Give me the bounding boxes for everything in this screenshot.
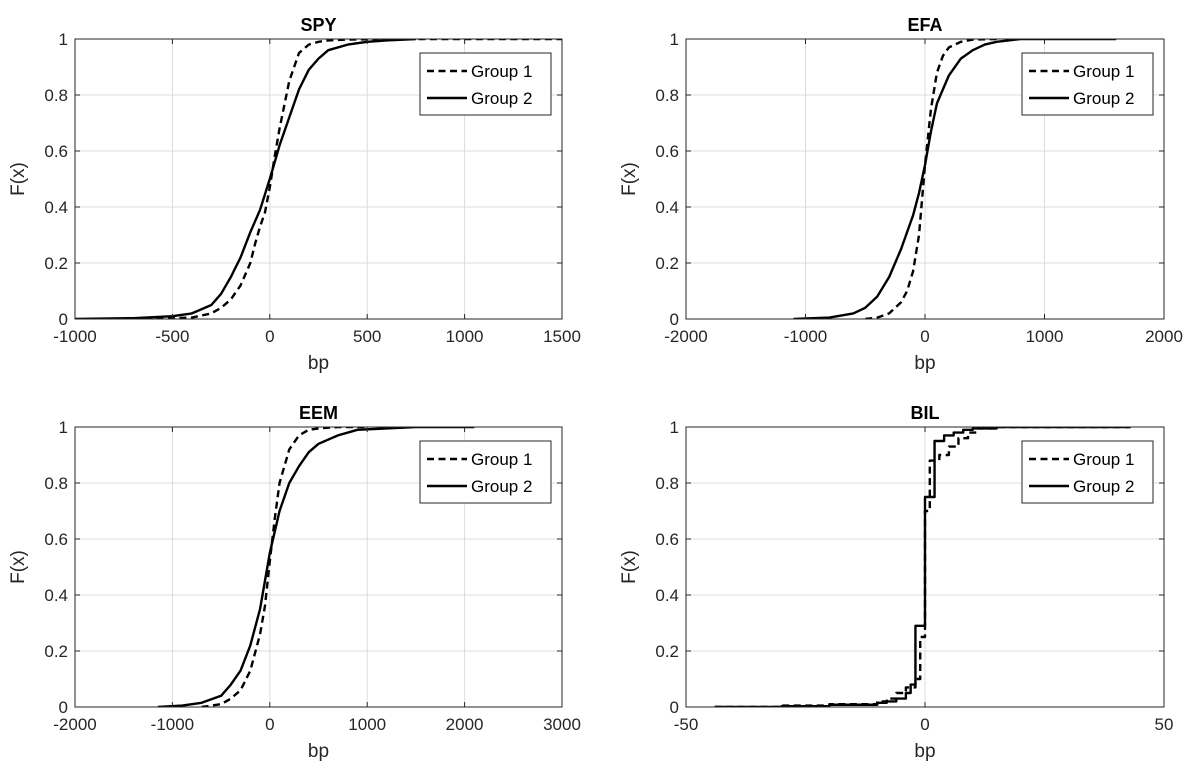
- series-line-2: [714, 427, 1131, 707]
- y-tick-label: 0.6: [44, 142, 68, 161]
- legend-label-2: Group 2: [1073, 89, 1134, 108]
- x-tick-label: -1000: [784, 327, 827, 346]
- x-tick-label: 2000: [446, 715, 484, 734]
- x-tick-label: -50: [674, 715, 699, 734]
- y-tick-label: 0.6: [655, 142, 679, 161]
- y-tick-label: 0.2: [655, 254, 679, 273]
- series-line-2: [157, 427, 475, 707]
- y-tick-label: 0.6: [44, 530, 68, 549]
- y-tick-label: 0.4: [655, 198, 679, 217]
- axes-frame: [74, 426, 563, 708]
- y-tick-label: 0: [670, 310, 679, 329]
- legend: Group 1 Group 2: [419, 52, 552, 116]
- chart-panel-efa: -2000 -1000 0 1000 2000 0 0.2 0.4 0.6 0.8 1 EFA bp F(…: [619, 15, 1183, 374]
- axes-frame: [74, 38, 563, 320]
- series-line-2: [75, 39, 416, 319]
- x-tick-label: 50: [1155, 715, 1174, 734]
- series-line-2: [793, 39, 1117, 319]
- legend: Group 1 Group 2: [1021, 52, 1154, 116]
- x-axis-label: bp: [914, 353, 935, 374]
- x-tick-label: 1000: [1026, 327, 1064, 346]
- chart-panel-eem: -2000 -1000 0 1000 2000 3000 0 0.2 0.4 0.6 0.8 1 EEM…: [8, 403, 581, 762]
- x-axis-label: bp: [308, 353, 329, 374]
- x-axis-label: bp: [914, 741, 935, 762]
- legend-label-1: Group 1: [1073, 450, 1134, 469]
- y-tick-label: 0.4: [44, 198, 68, 217]
- x-tick-label: 1500: [543, 327, 581, 346]
- chart-title: EEM: [299, 403, 338, 423]
- y-tick-label: 0.2: [44, 254, 68, 273]
- y-axis-label: F(x): [8, 550, 29, 584]
- x-tick-label: -2000: [53, 715, 96, 734]
- y-tick-label: 1: [670, 30, 679, 49]
- chart-title: SPY: [300, 15, 336, 35]
- y-tick-label: 0.8: [655, 474, 679, 493]
- x-tick-label: 0: [265, 327, 274, 346]
- chart-title: EFA: [907, 15, 942, 35]
- legend-label-1: Group 1: [471, 450, 532, 469]
- legend-label-2: Group 2: [471, 477, 532, 496]
- y-axis-label: F(x): [619, 162, 640, 196]
- y-tick-label: 0.4: [44, 586, 68, 605]
- legend-label-2: Group 2: [1073, 477, 1134, 496]
- x-tick-label: -1000: [151, 715, 194, 734]
- y-axis-label: F(x): [8, 162, 29, 196]
- legend-label-1: Group 1: [1073, 62, 1134, 81]
- x-tick-label: -1000: [53, 327, 96, 346]
- y-tick-label: 1: [59, 30, 68, 49]
- x-axis-label: bp: [308, 741, 329, 762]
- x-tick-label: 0: [920, 327, 929, 346]
- y-tick-label: 0.6: [655, 530, 679, 549]
- chart-title: BIL: [911, 403, 940, 423]
- y-tick-label: 0: [59, 310, 68, 329]
- x-tick-label: 1000: [446, 327, 484, 346]
- x-tick-label: 1000: [348, 715, 386, 734]
- y-tick-label: 0: [670, 698, 679, 717]
- y-tick-label: 0: [59, 698, 68, 717]
- y-tick-label: 0.2: [44, 642, 68, 661]
- legend-label-2: Group 2: [471, 89, 532, 108]
- legend-box: [419, 52, 552, 116]
- chart-panel-spy: -1000 -500 0 500 1000 1500 0 0.2 0.4 0.6 0.8 1 SPY bp…: [8, 15, 581, 374]
- x-tick-label: -2000: [664, 327, 707, 346]
- legend: Group 1 Group 2: [419, 440, 552, 504]
- x-tick-label: 2000: [1145, 327, 1183, 346]
- y-tick-label: 1: [59, 418, 68, 437]
- x-tick-label: 3000: [543, 715, 581, 734]
- legend-label-1: Group 1: [471, 62, 532, 81]
- x-tick-label: 0: [920, 715, 929, 734]
- y-tick-label: 0.8: [655, 86, 679, 105]
- x-tick-label: 0: [265, 715, 274, 734]
- y-tick-label: 0.8: [44, 474, 68, 493]
- legend: Group 1 Group 2: [1021, 440, 1154, 504]
- y-tick-label: 1: [670, 418, 679, 437]
- y-tick-label: 0.2: [655, 642, 679, 661]
- y-axis-label: F(x): [619, 550, 640, 584]
- legend-box: [1021, 440, 1154, 504]
- series-line-1: [865, 39, 997, 319]
- legend-box: [419, 440, 552, 504]
- y-tick-label: 0.8: [44, 86, 68, 105]
- legend-box: [1021, 52, 1154, 116]
- y-tick-label: 0.4: [655, 586, 679, 605]
- x-tick-label: -500: [155, 327, 189, 346]
- x-tick-label: 500: [353, 327, 381, 346]
